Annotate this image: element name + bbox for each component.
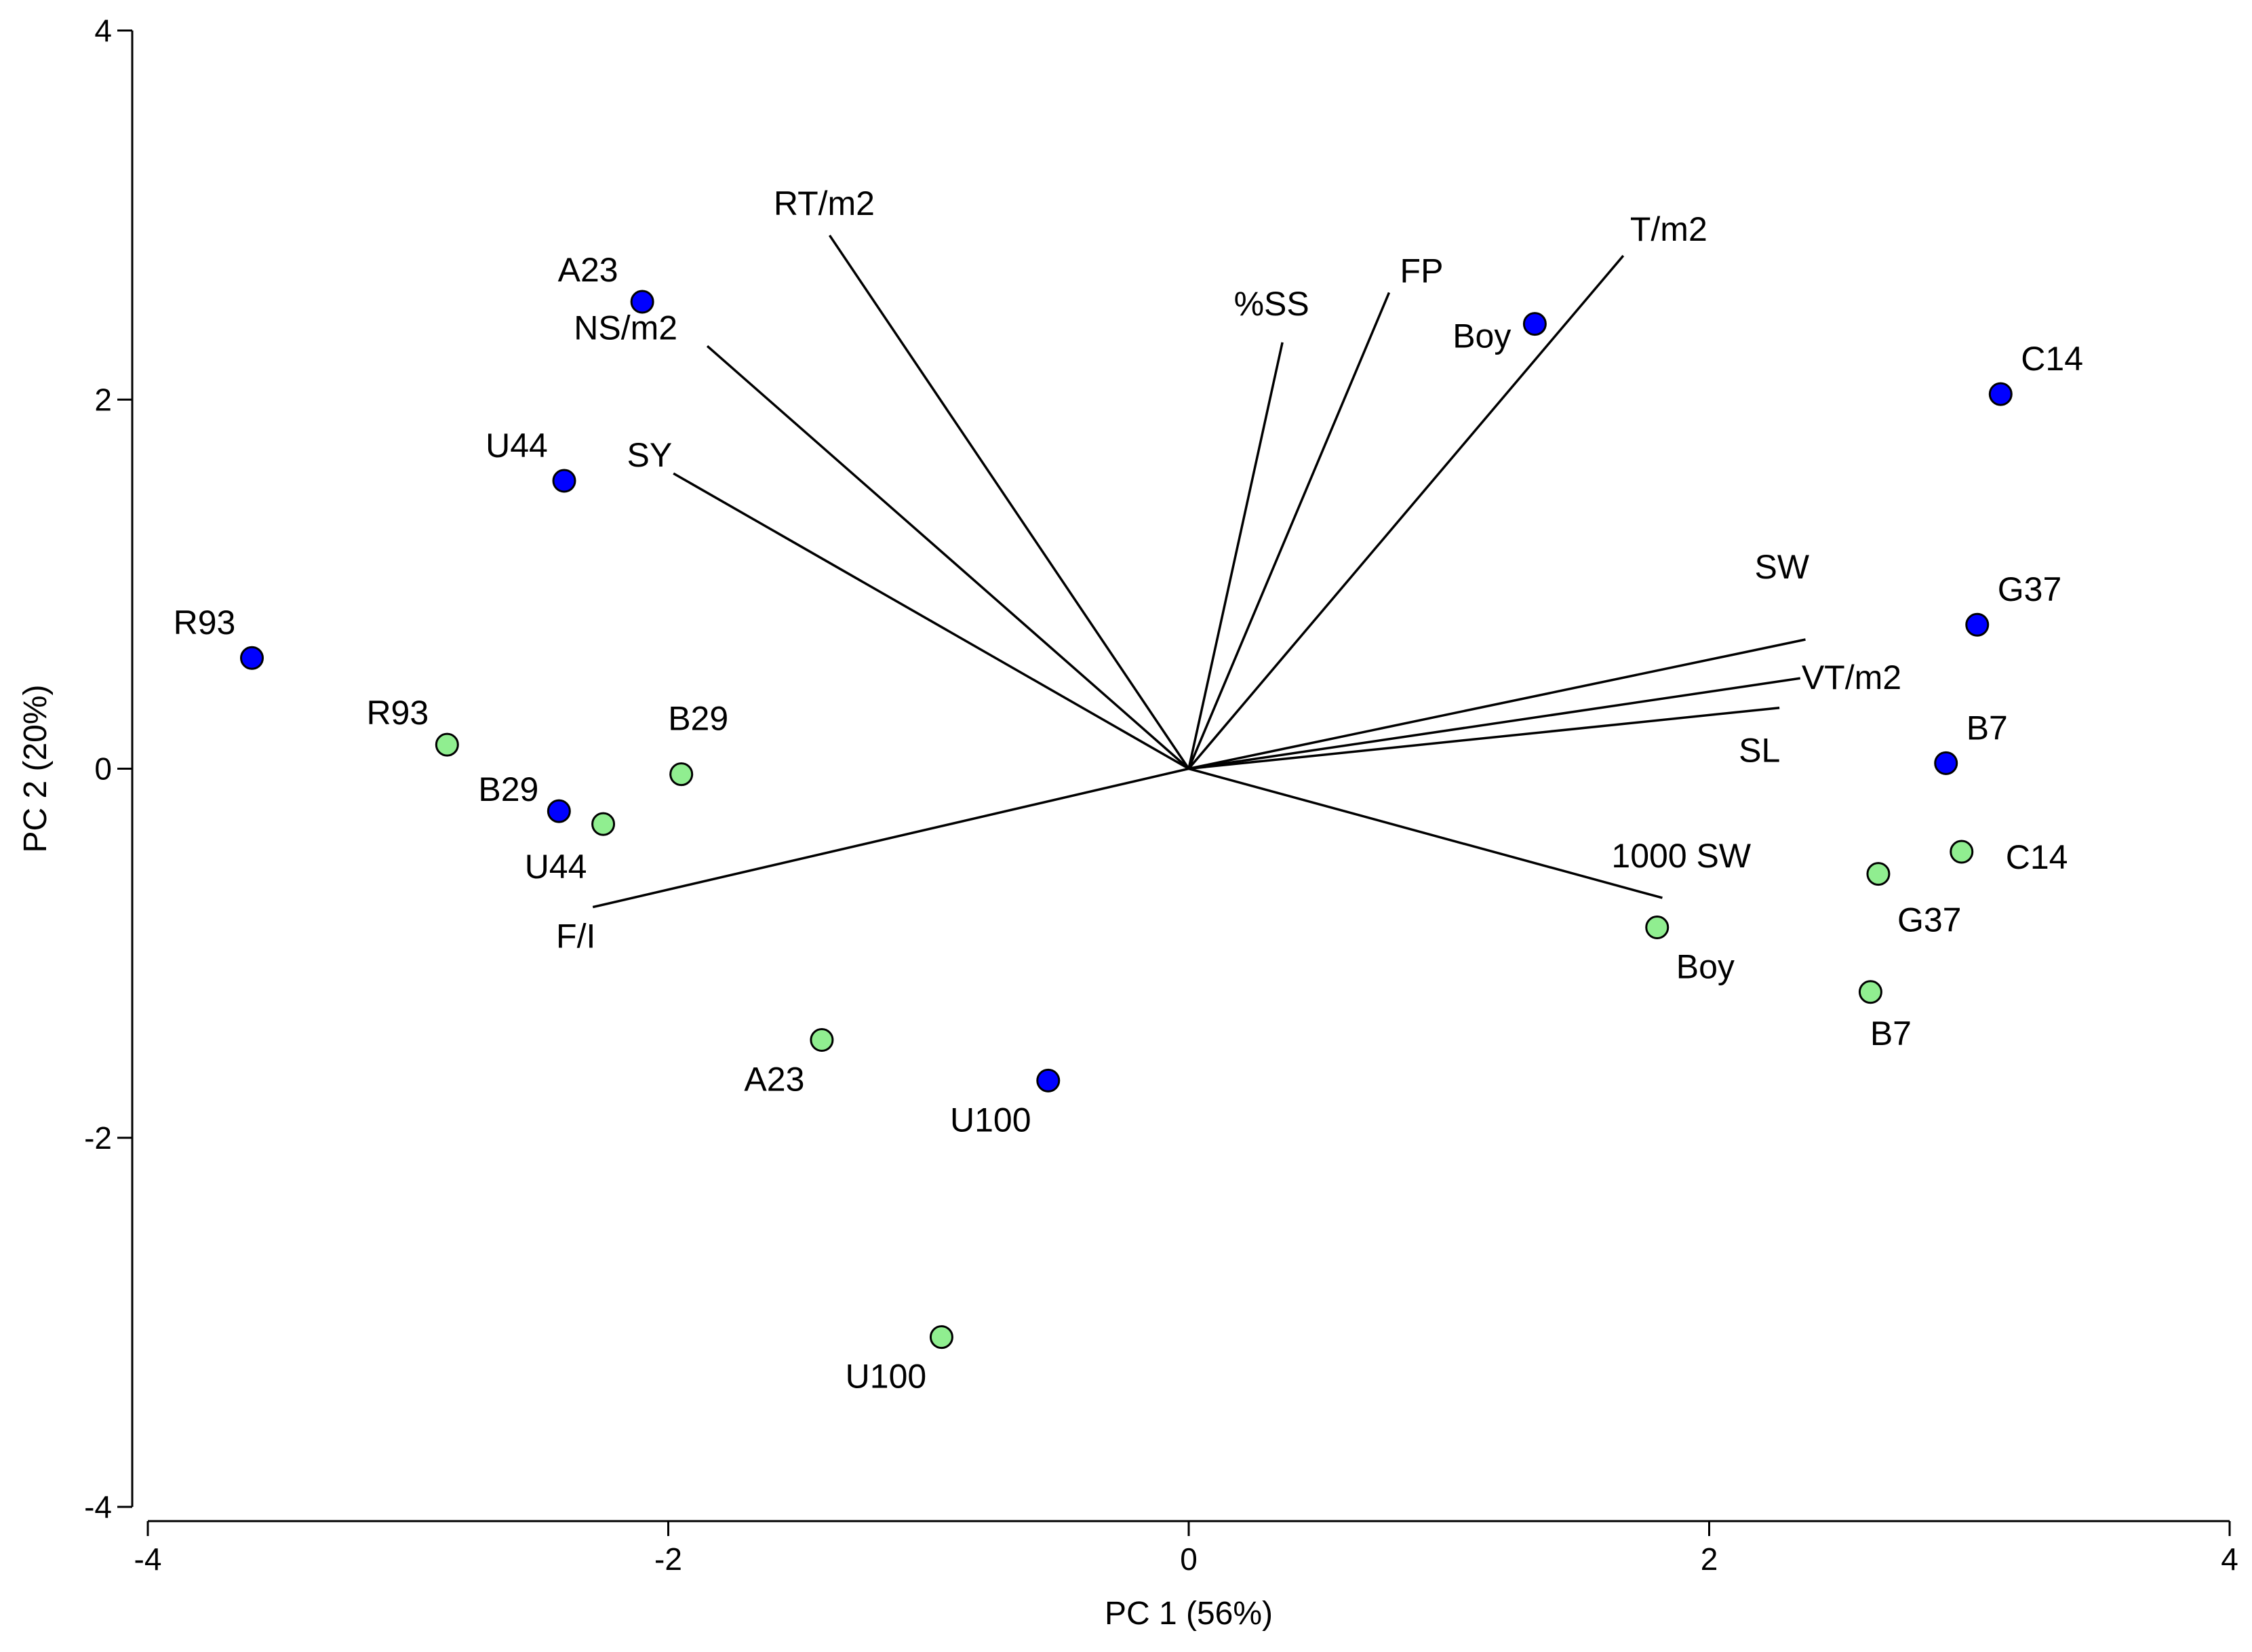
axes: [131, 31, 2230, 1522]
y-tick-label: -2: [84, 1120, 112, 1156]
loading-vector: [673, 472, 1189, 770]
data-point-blue: [240, 646, 264, 670]
x-tick-label: -4: [134, 1541, 162, 1577]
y-tick-label: 2: [94, 382, 112, 417]
tick-marks: -4 -2 0 2 4 -4 -2 0 2 4: [84, 13, 2238, 1577]
loading-vector: [1187, 254, 1625, 770]
vector-label: NS/m2: [574, 309, 677, 347]
point-label: G37: [1998, 570, 2062, 608]
vector-label: SL: [1739, 732, 1780, 770]
data-point-green: [1866, 862, 1891, 886]
y-axis-title: PC 2 (20%): [18, 684, 54, 852]
point-label: C14: [2021, 340, 2083, 378]
point-label: B29: [478, 770, 538, 808]
vector-label: SY: [627, 436, 672, 474]
loading-vector: [1188, 677, 1801, 770]
x-tick-label: 0: [1180, 1541, 1198, 1577]
data-point-blue: [1522, 312, 1547, 336]
point-label: R93: [366, 694, 429, 732]
data-point-green: [1858, 980, 1882, 1004]
y-tick-label: 0: [94, 751, 112, 787]
loading-vector: [592, 767, 1189, 909]
x-tick-label: -2: [654, 1541, 682, 1577]
vector-label: VT/m2: [1802, 658, 1901, 696]
point-label: U100: [950, 1101, 1031, 1139]
point-label: U100: [846, 1358, 927, 1396]
loading-vectors: [592, 235, 1806, 909]
vector-label: %SS: [1234, 285, 1309, 323]
score-points: [240, 290, 2013, 1350]
data-point-blue: [1965, 612, 1990, 637]
data-point-blue: [1988, 382, 2013, 406]
data-point-green: [929, 1325, 953, 1350]
point-label: A23: [744, 1061, 804, 1099]
point-label: U44: [486, 427, 548, 465]
data-point-blue: [552, 469, 576, 493]
loading-vector: [1188, 767, 1663, 899]
data-point-green: [435, 732, 459, 757]
point-label: R93: [174, 604, 236, 642]
vector-label: 1000 SW: [1611, 837, 1751, 875]
data-point-blue: [1036, 1068, 1061, 1093]
vector-label: F/I: [556, 918, 595, 956]
loading-vector: [1188, 706, 1780, 770]
point-label: B7: [1967, 709, 2008, 747]
x-tick-label: 2: [1701, 1541, 1718, 1577]
data-point-blue: [1934, 751, 1958, 775]
loading-vector: [706, 345, 1190, 770]
data-point-blue: [547, 799, 571, 823]
x-axis-title: PC 1 (56%): [1105, 1596, 1273, 1632]
point-label: A23: [558, 251, 618, 289]
point-label: B7: [1870, 1015, 1912, 1053]
vector-label: T/m2: [1630, 210, 1707, 248]
loading-vector: [1187, 292, 1391, 770]
data-point-green: [669, 762, 694, 787]
loading-vector: [828, 235, 1190, 770]
y-tick-label: -4: [84, 1489, 112, 1525]
point-label: U44: [525, 848, 587, 886]
data-point-green: [810, 1028, 834, 1053]
y-tick-label: 4: [94, 13, 112, 48]
point-label: B29: [668, 700, 728, 738]
text-labels: RT/m2 NS/m2 SY %SS FP T/m2 SW VT/m2 SL 1000 SW F/I…: [174, 184, 2083, 1396]
point-label: Boy: [1676, 948, 1735, 986]
vector-label: RT/m2: [774, 184, 875, 222]
x-tick-label: 4: [2221, 1541, 2238, 1577]
point-label: Boy: [1453, 317, 1511, 355]
point-label: G37: [1897, 901, 1962, 939]
point-label: C14: [2006, 838, 2068, 876]
vector-label: FP: [1400, 252, 1444, 290]
data-point-green: [591, 812, 616, 836]
data-point-green: [1950, 840, 1974, 864]
vector-label: SW: [1754, 548, 1809, 586]
loading-vector: [1188, 638, 1806, 770]
data-point-blue: [630, 290, 654, 314]
data-point-green: [1645, 916, 1670, 940]
loading-vector: [1187, 342, 1284, 769]
